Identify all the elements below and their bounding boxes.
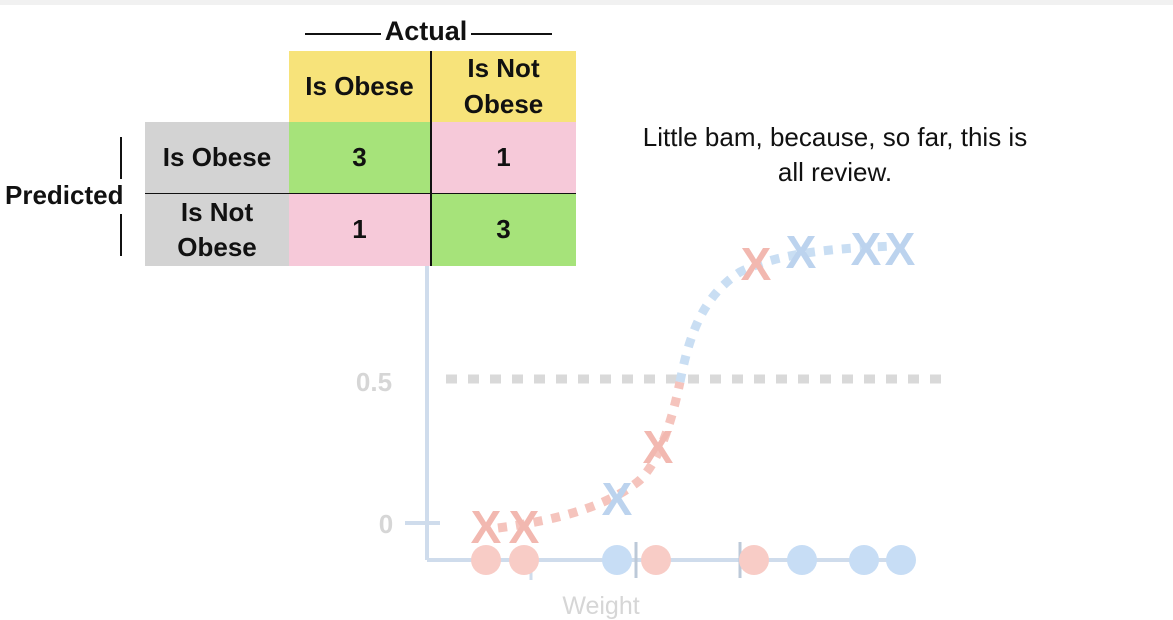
cell-false-negative: 1 xyxy=(289,194,430,266)
y-tick-label-0: 0 xyxy=(379,509,393,539)
matrix-row-divider xyxy=(145,193,576,194)
dot-red xyxy=(641,545,671,575)
x-marker-red: X xyxy=(643,421,674,473)
dot-red xyxy=(509,545,539,575)
row-header-is-obese: Is Obese xyxy=(145,122,289,193)
predicted-label: Predicted xyxy=(5,180,124,210)
caption-text: Little bam, because, so far, this is all… xyxy=(642,122,1028,188)
x-marker-red: X xyxy=(471,501,502,553)
dot-blue xyxy=(787,545,817,575)
cell-false-positive: 1 xyxy=(431,122,576,193)
cell-true-negative: 3 xyxy=(431,194,576,266)
predicted-bracket-top xyxy=(120,137,122,179)
x-marker-blue: X xyxy=(786,226,817,278)
x-marker-blue: X xyxy=(885,223,916,275)
dot-red xyxy=(739,545,769,575)
sigmoid-blue-segment xyxy=(675,241,896,383)
col-header-is-not-obese: Is Not Obese xyxy=(431,51,576,122)
y-tick-label-0-5: 0.5 xyxy=(356,367,392,397)
x-marker-red: X xyxy=(509,501,540,553)
cell-true-positive: 3 xyxy=(289,122,430,193)
x-marker-blue: X xyxy=(851,223,882,275)
dot-blue xyxy=(886,545,916,575)
dot-blue xyxy=(602,545,632,575)
x-marker-blue: X xyxy=(602,473,633,525)
top-bar xyxy=(0,0,1173,5)
x-axis-label: Weight xyxy=(562,592,639,620)
matrix-col-divider xyxy=(430,51,432,266)
predicted-bracket-bottom xyxy=(120,214,122,256)
sigmoid-red-segment xyxy=(497,381,685,533)
actual-label: Actual xyxy=(300,16,552,47)
row-header-is-not-obese: Is Not Obese xyxy=(145,194,289,266)
col-header-is-obese: Is Obese xyxy=(289,51,430,122)
x-marker-red: X xyxy=(741,238,772,290)
dot-blue xyxy=(849,545,879,575)
dot-red xyxy=(471,545,501,575)
